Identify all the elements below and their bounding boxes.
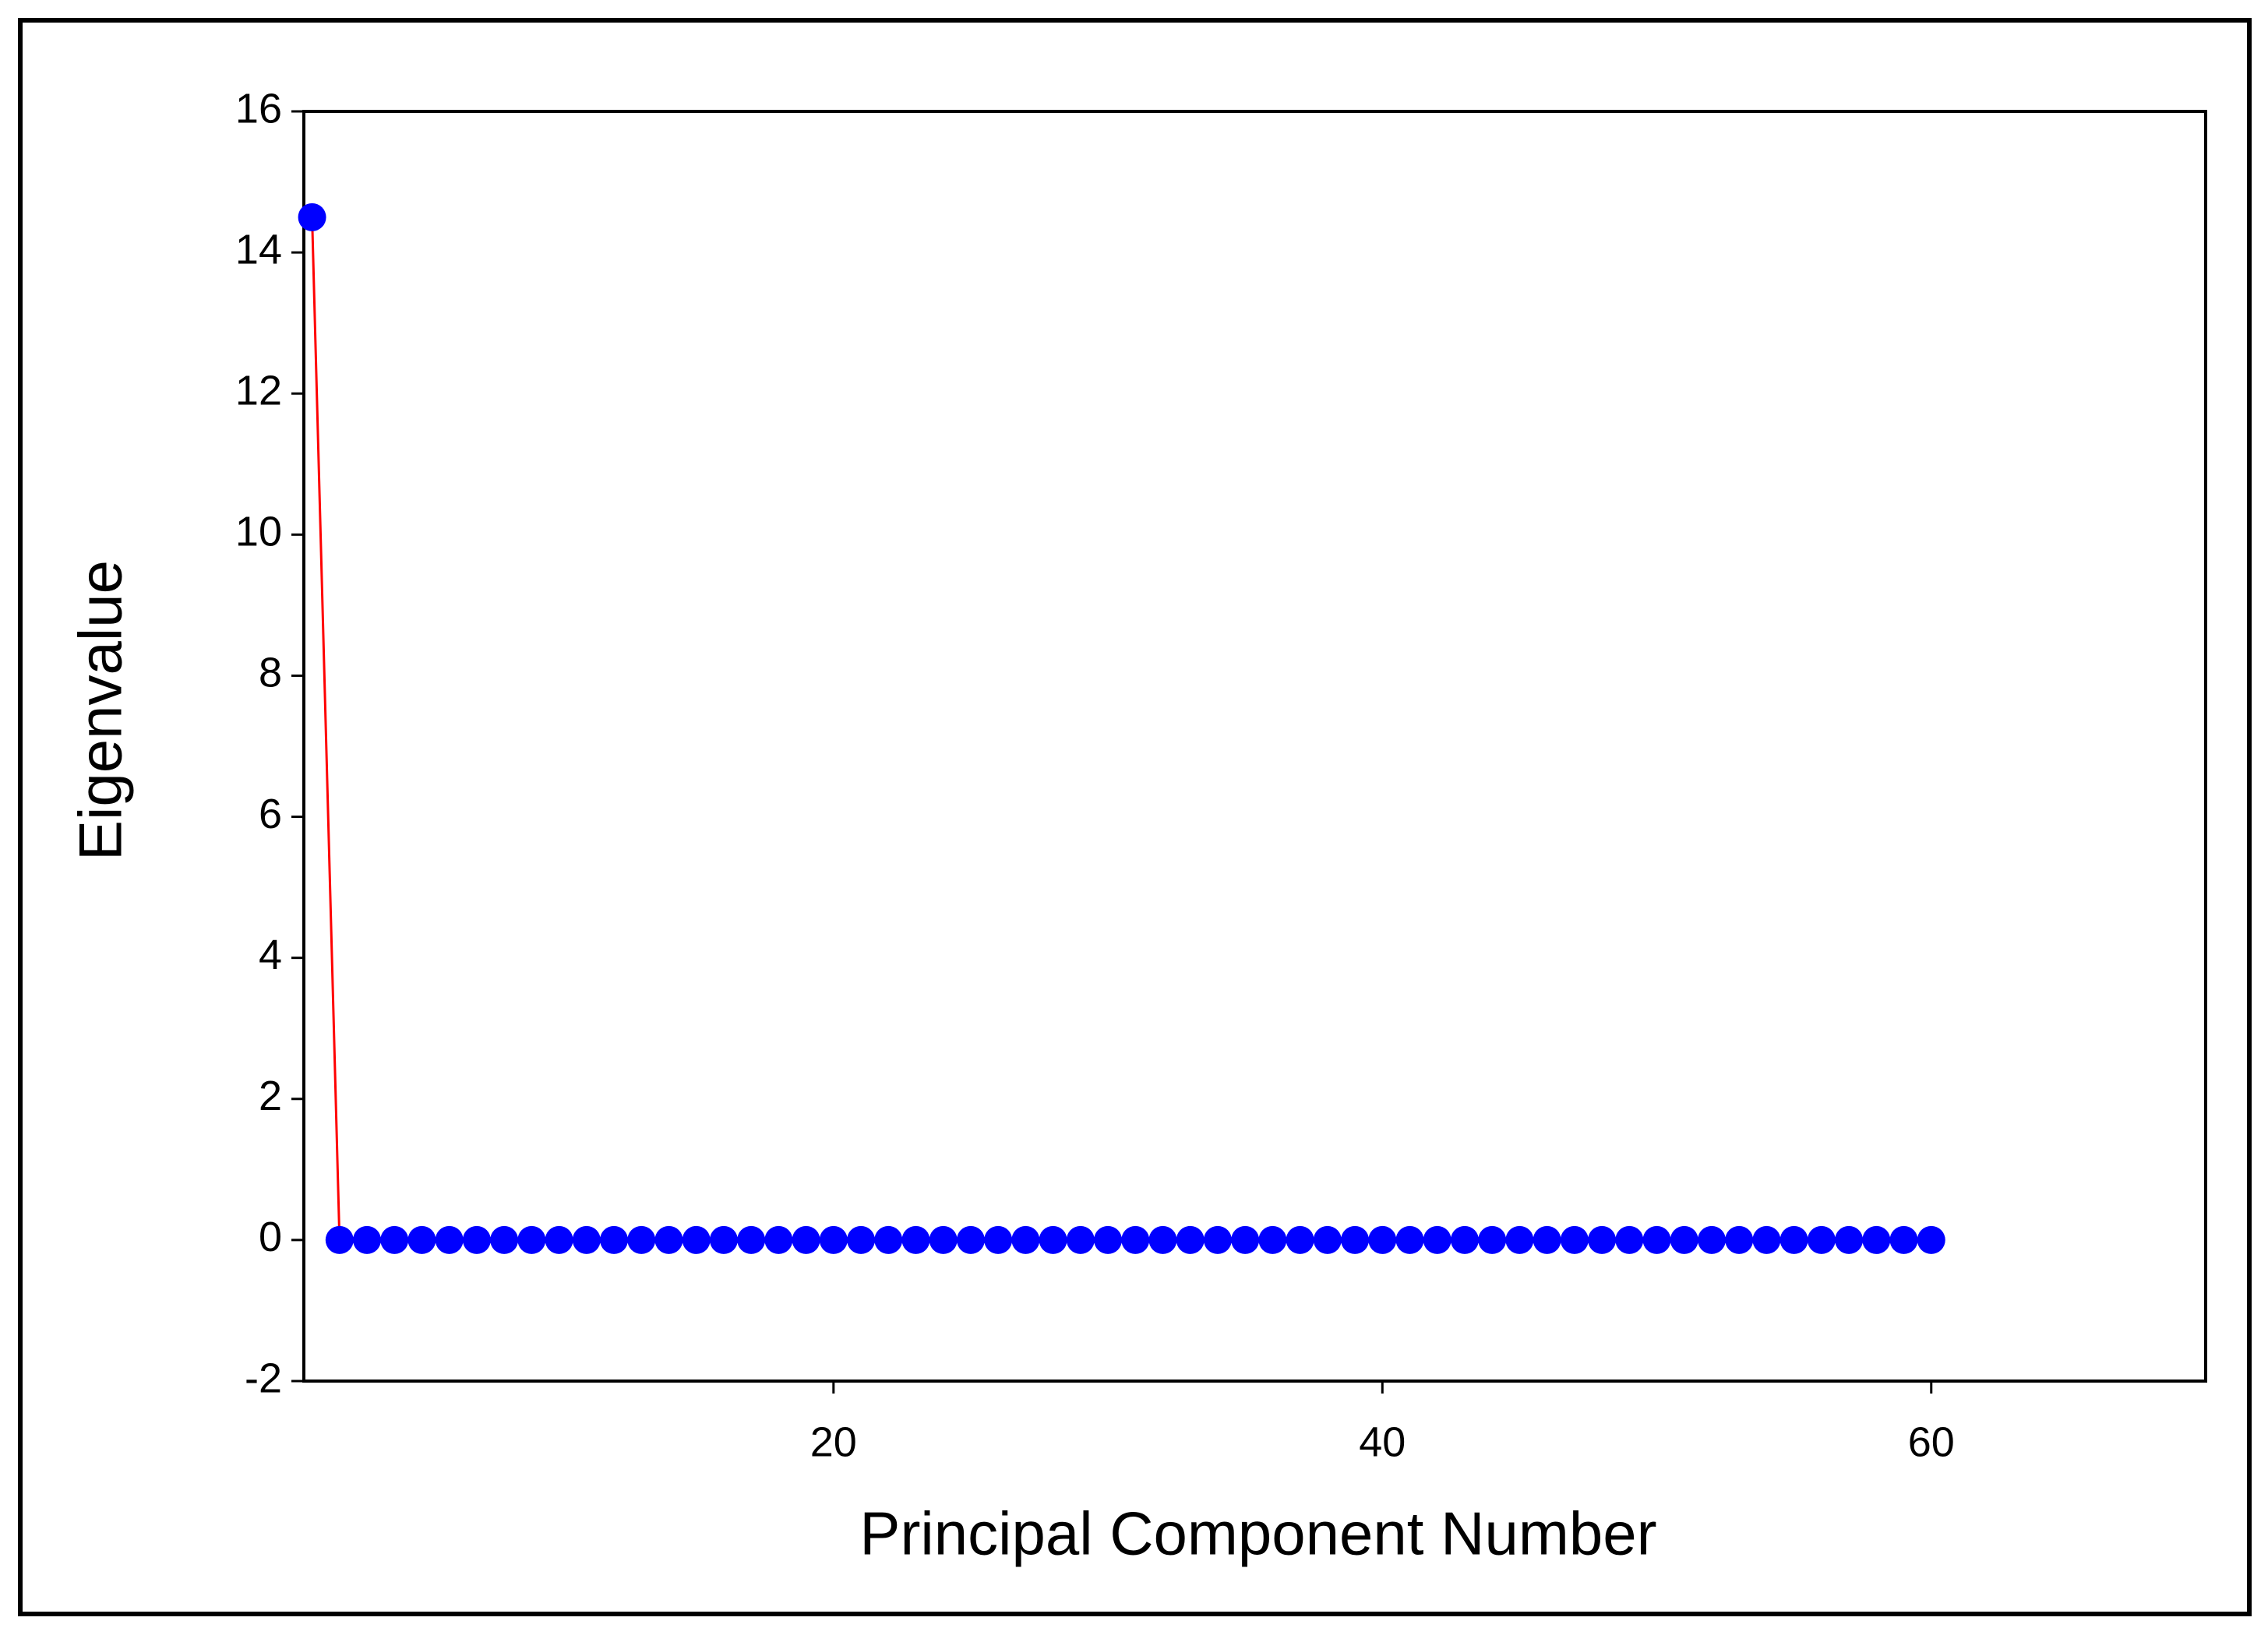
data-point	[1011, 1225, 1040, 1254]
y-tick-label: 6	[259, 791, 282, 837]
data-point	[1450, 1225, 1479, 1254]
data-point	[1423, 1225, 1451, 1254]
data-point	[407, 1225, 436, 1254]
data-point	[847, 1225, 876, 1254]
data-point	[737, 1225, 766, 1254]
data-point	[1094, 1225, 1123, 1254]
y-tick-label: 4	[259, 932, 282, 978]
data-point	[792, 1225, 820, 1254]
data-point	[1807, 1225, 1836, 1254]
data-point	[1341, 1225, 1370, 1254]
y-tick-label: -2	[245, 1355, 282, 1401]
x-tick-label: 40	[1359, 1418, 1406, 1465]
data-point	[1258, 1225, 1287, 1254]
data-point	[462, 1225, 491, 1254]
y-tick-label: 8	[259, 650, 282, 696]
y-axis-label: Eigenvalue	[66, 560, 135, 861]
y-tick-label: 16	[235, 85, 282, 132]
x-axis-label: Principal Component Number	[859, 1499, 1656, 1568]
data-point	[1148, 1225, 1177, 1254]
data-point	[1505, 1225, 1534, 1254]
data-point	[490, 1225, 519, 1254]
plot-frame	[302, 110, 2207, 1383]
y-tick-label: 2	[259, 1073, 282, 1119]
data-point	[901, 1225, 930, 1254]
data-point	[627, 1225, 656, 1254]
data-point	[435, 1225, 464, 1254]
outer-frame	[18, 18, 2252, 1616]
data-point	[1231, 1225, 1260, 1254]
data-point	[1176, 1225, 1205, 1254]
data-point	[1752, 1225, 1781, 1254]
y-tick-label: 0	[259, 1214, 282, 1260]
data-point	[1560, 1225, 1589, 1254]
data-point	[929, 1225, 958, 1254]
data-point	[1368, 1225, 1397, 1254]
data-point	[325, 1225, 354, 1254]
data-point	[1286, 1225, 1314, 1254]
data-point	[984, 1225, 1013, 1254]
data-point	[1670, 1225, 1698, 1254]
data-point	[956, 1225, 985, 1254]
data-point	[600, 1225, 629, 1254]
data-point	[819, 1225, 848, 1254]
data-point	[1725, 1225, 1754, 1254]
y-tick-label: 10	[235, 509, 282, 555]
data-point	[1203, 1225, 1232, 1254]
data-point	[1835, 1225, 1864, 1254]
data-point	[1588, 1225, 1617, 1254]
data-point	[764, 1225, 793, 1254]
data-point	[874, 1225, 903, 1254]
data-point	[654, 1225, 683, 1254]
data-point	[1642, 1225, 1671, 1254]
data-point	[1478, 1225, 1507, 1254]
data-point	[1917, 1225, 1945, 1254]
data-point	[517, 1225, 546, 1254]
data-point	[1121, 1225, 1150, 1254]
data-point	[572, 1225, 601, 1254]
data-point	[353, 1225, 382, 1254]
data-point	[298, 203, 326, 231]
data-point	[1066, 1225, 1095, 1254]
data-point	[380, 1225, 409, 1254]
data-point	[682, 1225, 711, 1254]
data-point	[1889, 1225, 1918, 1254]
data-point	[1533, 1225, 1561, 1254]
x-tick-label: 20	[810, 1418, 857, 1465]
data-point	[1039, 1225, 1067, 1254]
data-point	[1615, 1225, 1644, 1254]
y-tick-label: 14	[235, 226, 282, 273]
data-point	[1395, 1225, 1424, 1254]
data-point	[1313, 1225, 1342, 1254]
x-tick-label: 60	[1908, 1418, 1955, 1465]
y-tick-label: 12	[235, 367, 282, 414]
data-point	[1862, 1225, 1891, 1254]
data-point	[1779, 1225, 1808, 1254]
data-point	[1697, 1225, 1726, 1254]
data-point	[545, 1225, 573, 1254]
data-point	[709, 1225, 738, 1254]
